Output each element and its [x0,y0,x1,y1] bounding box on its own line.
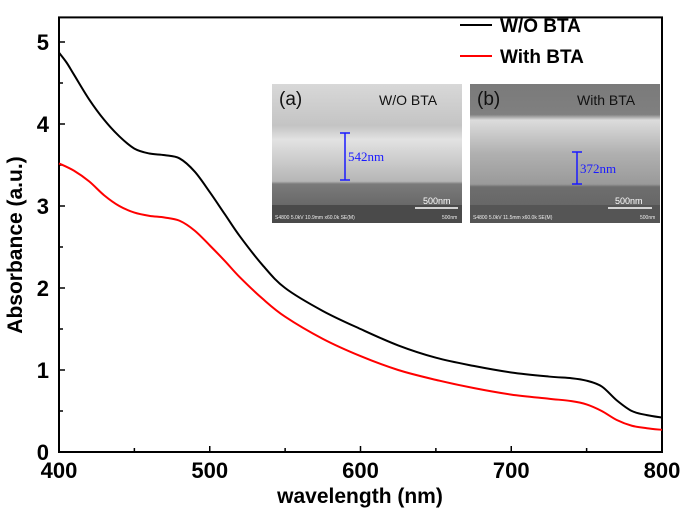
inset-title: With BTA [577,92,636,108]
y-tick-label: 2 [37,276,49,301]
sem-metadata: S4800 5.0kV 11.5mm x60.0k SE(M) [473,215,553,221]
y-axis-label: Absorbance (a.u.) [4,156,27,333]
inset-title: W/O BTA [379,92,438,108]
plot-frame [58,16,663,454]
y-tick-label: 3 [37,194,49,219]
x-tick-label: 600 [342,458,379,483]
legend-label-with-bta: With BTA [500,47,584,68]
inset-sem-b: (b) With BTA 372nm 500nm S4800 5.0kV 11.… [470,84,660,223]
x-tick-label: 800 [644,458,681,483]
inset-panel-label: (a) [279,89,302,110]
sem-metadata-scale: 500nm [442,215,457,221]
sem-metadata-scale: 500nm [640,215,655,221]
thickness-label: 542nm [348,149,384,164]
y-tick-label: 0 [37,440,49,465]
series-line-with-bta [58,162,663,431]
x-tick-label: 700 [493,458,530,483]
y-tick-label: 1 [37,358,49,383]
x-tick-label: 500 [191,458,228,483]
legend-label-wo-bta: W/O BTA [500,16,581,37]
scale-bar-label: 500nm [615,196,643,206]
scale-bar-label: 500nm [423,196,451,206]
y-tick-label: 4 [37,112,50,137]
thickness-label: 372nm [580,161,616,176]
axes: 400 500 600 700 800 0 1 2 3 4 5 [37,16,681,483]
legend: W/O BTA With BTA [460,16,584,68]
x-tick-label: 400 [41,458,78,483]
inset-sem-a: (a) W/O BTA 542nm 500nm S4800 5.0kV 10.9… [272,84,462,223]
inset-panel-label: (b) [477,89,500,110]
y-tick-label: 5 [37,30,49,55]
series-group [58,52,663,431]
series-line-wo-bta [58,52,663,419]
sem-metadata: S4800 5.0kV 10.9mm x60.0k SE(M) [275,215,355,221]
x-axis-label: wavelength (nm) [276,485,443,508]
